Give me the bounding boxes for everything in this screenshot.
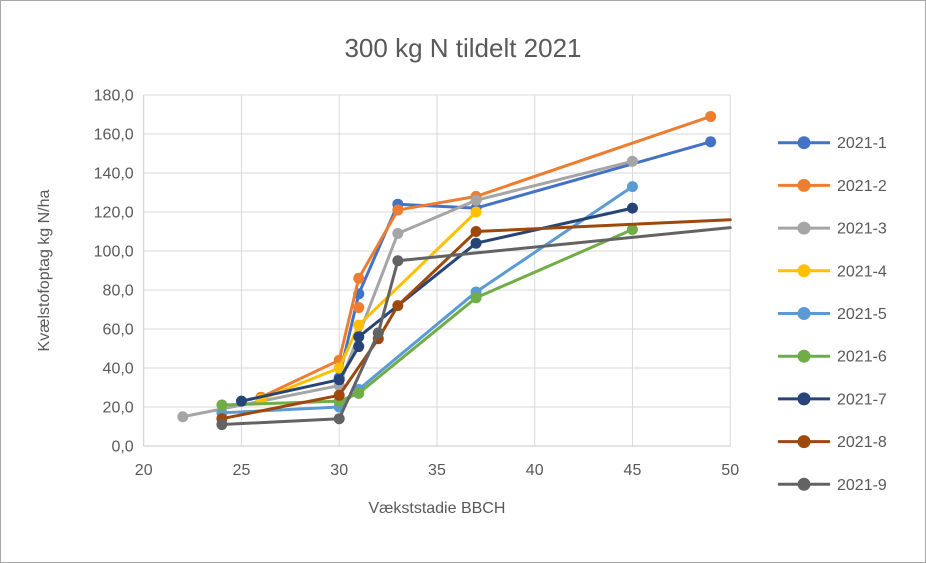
- legend-swatch-marker-2021-4: [797, 264, 811, 278]
- legend-label-2021-1: 2021-1: [837, 135, 887, 152]
- legend-swatch-marker-2021-9: [797, 477, 811, 491]
- legend-label-2021-2: 2021-2: [837, 178, 887, 195]
- y-tick-label: 40,0: [103, 361, 134, 378]
- y-tick-label: 100,0: [94, 244, 134, 261]
- data-point-marker-2021-2: [705, 110, 717, 122]
- data-point-marker-2021-7: [353, 341, 365, 353]
- data-point-marker-2021-2: [353, 272, 365, 284]
- y-tick-label: 60,0: [103, 322, 134, 339]
- data-point-marker-2021-4: [470, 206, 482, 218]
- y-axis-title: Kvælstofoptag kg N/ha: [36, 189, 53, 351]
- x-tick-label: 25: [233, 462, 251, 479]
- legend-label-2021-4: 2021-4: [837, 263, 887, 280]
- legend-label-2021-6: 2021-6: [837, 349, 887, 366]
- data-point-marker-2021-9: [216, 419, 228, 431]
- data-point-marker-2021-7: [235, 395, 247, 407]
- data-point-marker-2021-4: [353, 319, 365, 331]
- y-tick-label: 160,0: [94, 127, 134, 144]
- chart-title: 300 kg N tildelt 2021: [344, 33, 581, 63]
- series-line-2021-2: [259, 114, 713, 399]
- series-line-2021-4: [259, 210, 478, 401]
- series-line-2021-3: [181, 159, 634, 419]
- data-point-marker-2021-3: [392, 227, 404, 239]
- y-tick-label: 0,0: [111, 439, 133, 456]
- data-point-marker-2021-7: [353, 331, 365, 343]
- legend-label-2021-3: 2021-3: [837, 221, 887, 238]
- data-point-marker-2021-1: [705, 136, 717, 148]
- data-point-marker-2021-5: [626, 181, 638, 193]
- legend-swatch-marker-2021-7: [797, 392, 811, 406]
- x-tick-label: 35: [428, 462, 446, 479]
- x-tick-label: 20: [135, 462, 153, 479]
- legend-label-2021-5: 2021-5: [837, 306, 887, 323]
- data-point-marker-2021-4: [333, 362, 345, 374]
- data-point-marker-2021-3: [626, 155, 638, 167]
- series-line-2021-6: [220, 228, 634, 407]
- data-point-marker-2021-6: [470, 292, 482, 304]
- y-tick-label: 20,0: [103, 400, 134, 417]
- x-tick-label: 45: [624, 462, 642, 479]
- data-point-marker-2021-8: [470, 226, 482, 237]
- data-point-marker-2021-7: [333, 374, 345, 386]
- legend-swatch-marker-2021-5: [797, 307, 811, 320]
- data-point-marker-2021-7: [626, 202, 638, 214]
- data-point-marker-2021-8: [392, 300, 404, 312]
- data-point-marker-2021-7: [470, 237, 482, 249]
- data-point-marker-2021-9: [392, 255, 404, 267]
- x-tick-label: 50: [721, 462, 739, 479]
- y-tick-label: 140,0: [94, 166, 134, 183]
- legend-swatch-marker-2021-3: [797, 221, 811, 235]
- data-point-marker-2021-6: [626, 224, 638, 236]
- legend-label-2021-8: 2021-8: [837, 434, 887, 451]
- data-point-marker-2021-2: [353, 302, 365, 314]
- x-tick-label: 40: [526, 462, 544, 479]
- legend-swatch-marker-2021-6: [797, 349, 811, 363]
- legend-swatch-marker-2021-8: [797, 435, 811, 449]
- data-point-marker-2021-3: [470, 194, 482, 206]
- x-tick-label: 30: [330, 462, 348, 479]
- y-tick-label: 80,0: [103, 283, 134, 300]
- data-point-marker-2021-6: [216, 399, 228, 411]
- y-tick-label: 180,0: [94, 88, 134, 105]
- data-point-marker-2021-8: [333, 389, 345, 401]
- data-point-marker-2021-3: [177, 411, 189, 423]
- legend-swatch-marker-2021-1: [797, 136, 811, 150]
- y-tick-label: 120,0: [94, 205, 134, 222]
- data-point-marker-2021-2: [392, 204, 404, 216]
- series-line-2021-8: [220, 218, 732, 421]
- legend-swatch-marker-2021-2: [797, 178, 811, 192]
- data-point-marker-2021-9: [372, 327, 384, 339]
- x-axis-title: Vækststadie BBCH: [368, 500, 505, 517]
- legend-label-2021-7: 2021-7: [837, 391, 887, 408]
- data-point-marker-2021-6: [353, 387, 365, 399]
- data-point-marker-2021-9: [333, 413, 345, 425]
- legend-label-2021-9: 2021-9: [837, 477, 887, 494]
